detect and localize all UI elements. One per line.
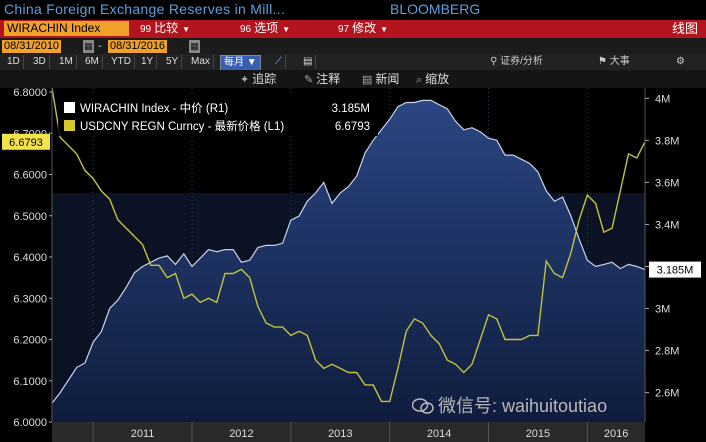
flag-icon: ⚑ <box>598 56 607 67</box>
range-5y[interactable]: 5Y <box>163 55 183 69</box>
chart-area: 6.0000 6.1000 6.2000 6.3000 6.4000 6.5000 6.60… <box>2 88 701 442</box>
left-tick-label-8: 6.8000 <box>13 88 47 99</box>
plus-minus-icon: ✦ <box>240 74 250 86</box>
range-bar <box>0 54 706 70</box>
right-tick-label-4: 3.4M <box>655 219 679 231</box>
zoom-icon: ⌕ <box>416 74 423 86</box>
right-last-value-box <box>649 261 701 278</box>
command-bar <box>0 20 706 38</box>
period-select[interactable]: 每月 ▼ <box>220 55 261 71</box>
legend-value-1: 6.6793 <box>335 121 370 133</box>
menu-compare[interactable]: 99 比较 ▼ <box>140 21 190 36</box>
legend-name-1: USDCNY REGN Curncy - 最新价格 (L1) <box>80 119 284 133</box>
calendar-icon[interactable]: ▦ <box>189 40 200 53</box>
watermark-text: 微信号: waihuitoutiao <box>438 396 608 416</box>
x-tick-label-2012: 2012 <box>229 428 253 440</box>
left-tick-label-0: 6.0000 <box>13 417 47 429</box>
source-label: BLOOMBERG <box>390 1 481 17</box>
period-label: 每月 <box>224 57 244 68</box>
legend-swatch-0 <box>64 102 75 113</box>
pencil-icon: ✎ <box>304 74 314 86</box>
range-1d[interactable]: 1D <box>4 55 24 69</box>
annotate-label: 注释 <box>316 72 341 86</box>
zoom-button[interactable]: ⌕ 缩放 <box>416 72 449 86</box>
securities-analysis-button[interactable]: ⚲ 证券/分析 <box>490 55 543 69</box>
zoom-label: 缩放 <box>425 72 450 86</box>
menu-options[interactable]: 96 选项 ▼ <box>240 21 290 36</box>
right-tick-label-1: 2.8M <box>655 346 679 358</box>
ticker-field[interactable]: WIRACHIN Index <box>4 21 129 36</box>
events-label: 大事 <box>609 56 630 67</box>
x-tick-label-2013: 2013 <box>328 428 352 440</box>
x-axis-band <box>52 422 645 442</box>
date-bar <box>0 38 706 54</box>
menu-options-label: 选项 <box>254 21 279 35</box>
series-reserves-area <box>52 100 645 423</box>
menu-modify-num: 97 <box>338 24 350 35</box>
line-graph-label: 线图 <box>671 21 698 36</box>
right-tick-label-2: 3M <box>655 303 670 315</box>
track-button[interactable]: ✦ 追踪 <box>240 72 276 86</box>
gear-icon: ⚙ <box>676 56 685 67</box>
right-last-value-label: 3.185M <box>657 265 694 277</box>
wechat-icon <box>412 398 434 414</box>
news-label: 新闻 <box>375 72 400 86</box>
x-tick-label-2014: 2014 <box>427 428 451 440</box>
series-reserves-line <box>51 99 646 404</box>
settings-button[interactable]: ⚙ <box>676 55 685 69</box>
range-1y[interactable]: 1Y <box>138 55 158 69</box>
menu-options-num: 96 <box>240 24 252 35</box>
left-tick-label-3: 6.3000 <box>13 293 47 305</box>
range-1m[interactable]: 1M <box>56 55 77 69</box>
search-icon: ⚲ <box>490 56 498 67</box>
events-button[interactable]: ⚑ 大事 <box>598 55 630 69</box>
legend-name-0: WIRACHIN Index - 中价 (R1) <box>80 102 228 115</box>
left-tick-label-5: 6.5000 <box>13 211 47 223</box>
right-tick-label-7: 4M <box>655 93 670 105</box>
left-tick-label-4: 6.4000 <box>13 252 47 264</box>
left-last-value-label: 6.6793 <box>9 137 43 149</box>
right-tick-label-0: 2.6M <box>655 388 679 400</box>
right-tick-label-5: 3.6M <box>655 177 679 189</box>
title-bar: China Foreign Exchange Reserves in Mill.… <box>0 0 706 20</box>
legend-box <box>58 96 378 136</box>
date-separator: - <box>98 40 102 52</box>
annotate-button[interactable]: ✎ 注释 <box>304 72 340 86</box>
securities-analysis-label: 证券/分析 <box>500 56 543 67</box>
chevron-down-icon: ▼ <box>182 25 191 34</box>
range-6m[interactable]: 6M <box>82 55 103 69</box>
chevron-down-icon: ▼ <box>246 57 257 68</box>
legend-swatch-1 <box>64 120 75 131</box>
line-chart-icon[interactable]: ⟋ <box>272 55 286 69</box>
range-3d[interactable]: 3D <box>30 55 50 69</box>
range-ytd[interactable]: YTD <box>108 55 135 69</box>
x-tick-label-2011: 2011 <box>131 428 155 440</box>
left-tick-label-6: 6.6000 <box>13 170 47 182</box>
track-label: 追踪 <box>252 72 277 86</box>
x-tick-label-2016: 2016 <box>604 428 628 440</box>
start-date-field[interactable]: 08/31/2010 <box>2 40 62 53</box>
left-tick-label-2: 6.2000 <box>13 335 47 347</box>
left-last-value-box <box>2 133 50 150</box>
series-usdcny-line <box>51 88 646 403</box>
calendar-icon[interactable]: ▦ <box>83 40 94 53</box>
news-icon: ▤ <box>362 74 373 86</box>
end-date-field[interactable]: 08/31/2016 <box>108 40 168 53</box>
chevron-down-icon: ▼ <box>282 25 291 34</box>
range-max[interactable]: Max <box>188 55 214 69</box>
chevron-down-icon: ▼ <box>380 25 389 34</box>
chart-toolbar <box>0 70 706 88</box>
menu-compare-label: 比较 <box>154 21 179 35</box>
chart-title: China Foreign Exchange Reserves in Mill.… <box>4 1 286 17</box>
right-tick-label-6: 3.8M <box>655 135 679 147</box>
menu-modify-label: 修改 <box>352 21 377 35</box>
menu-compare-num: 99 <box>140 24 152 35</box>
news-button[interactable]: ▤ 新闻 <box>362 72 399 86</box>
x-tick-label-2015: 2015 <box>526 428 550 440</box>
watermark: 微信号: waihuitoutiao <box>412 392 607 418</box>
left-tick-label-1: 6.1000 <box>13 376 47 388</box>
legend-value-0: 3.185M <box>332 103 370 115</box>
menu-modify[interactable]: 97 修改 ▼ <box>338 21 388 36</box>
table-icon[interactable]: ▤ <box>300 55 317 69</box>
